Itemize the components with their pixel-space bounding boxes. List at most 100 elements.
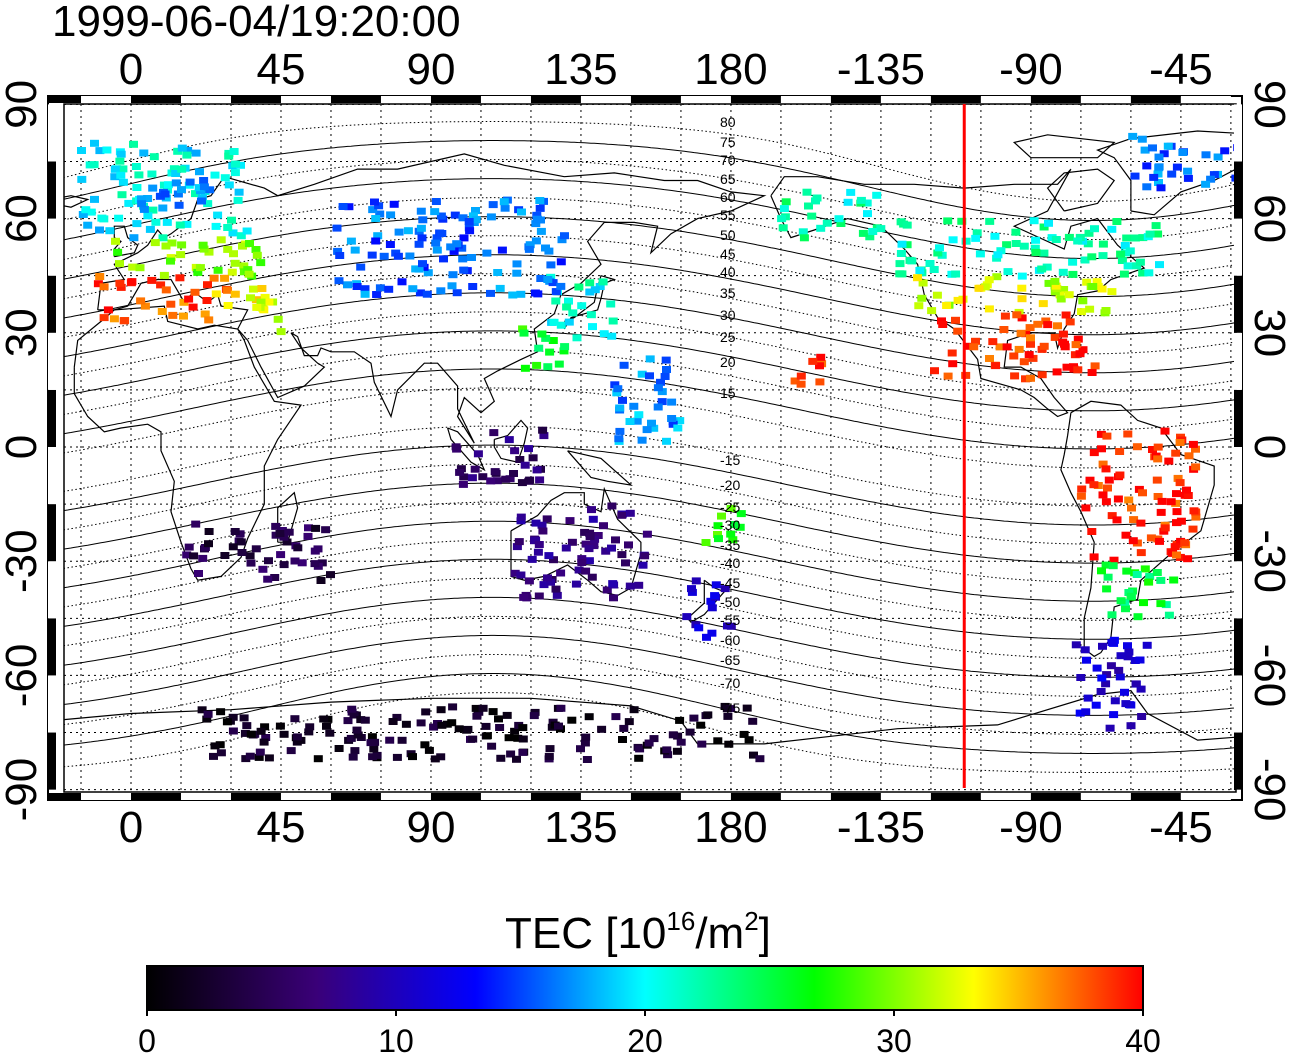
geomagnetic-label: 40: [720, 264, 736, 280]
coastline-new-guinea: [567, 450, 633, 487]
tec-dot: [386, 211, 396, 219]
lon-label-bottom: 90: [406, 803, 455, 852]
tec-dot: [132, 184, 142, 191]
frame-tick-top: [580, 96, 631, 103]
lon-label-bottom: -90: [999, 803, 1063, 852]
tec-dot: [177, 165, 187, 173]
coastline-japan: [563, 274, 617, 330]
tec-dot: [236, 538, 246, 546]
tec-dot: [999, 326, 1009, 333]
tec-dot: [171, 179, 181, 187]
tec-dot: [279, 730, 289, 738]
tec-dot: [95, 226, 104, 234]
tec-dot: [497, 246, 507, 254]
tec-dot: [615, 404, 625, 412]
tec-dot: [642, 530, 652, 538]
tec-dot: [240, 729, 250, 737]
tec-dot: [1087, 528, 1097, 535]
tec-dot: [1188, 440, 1198, 448]
tec-dot: [707, 604, 717, 612]
tec-dot: [1076, 674, 1086, 681]
tec-dot: [258, 565, 268, 573]
tec-dot: [635, 745, 645, 753]
tec-dot: [672, 747, 682, 755]
tec-dot: [1068, 258, 1078, 266]
tec-dot: [78, 211, 88, 218]
tec-dot: [118, 178, 128, 186]
tec-dot: [456, 465, 466, 473]
tec-dot: [649, 424, 659, 432]
frame-tick-top: [1180, 96, 1231, 103]
geomagnetic-label: 75: [720, 134, 736, 150]
tec-dot: [313, 755, 323, 763]
tec-dot: [227, 216, 236, 224]
tec-dot: [1246, 168, 1255, 175]
tec-dot: [980, 283, 990, 291]
tec-dot: [332, 224, 342, 232]
tec-dot: [1076, 492, 1086, 500]
frame-tick-right: [1234, 675, 1242, 733]
tec-dot: [397, 278, 407, 286]
frame-tick-top: [480, 96, 531, 103]
tec-dot: [1025, 324, 1035, 332]
tec-dot: [452, 289, 462, 297]
tec-dot: [419, 263, 429, 271]
tec-dot: [1081, 708, 1091, 716]
tec-dot: [863, 210, 872, 218]
tec-dot: [350, 246, 360, 254]
tec-dot: [333, 247, 343, 255]
tec-dot: [1090, 362, 1100, 370]
frame-tick-left: [48, 218, 56, 276]
tec-dot: [313, 545, 323, 553]
tec-dot: [1104, 476, 1114, 484]
tec-dot: [560, 232, 569, 240]
tec-dot: [582, 756, 592, 763]
frame-tick-top: [680, 96, 731, 103]
tec-dot: [697, 740, 707, 748]
tec-dot: [1183, 174, 1193, 182]
geomagnetic-contour: [64, 140, 1236, 221]
tec-dot: [822, 219, 832, 227]
tec-dot: [230, 259, 240, 267]
tec-dot: [612, 389, 622, 397]
tec-dot: [562, 303, 572, 311]
tec-dot: [607, 332, 617, 340]
tec-dot: [552, 591, 562, 599]
tec-dot: [1140, 565, 1150, 573]
tec-dot: [257, 285, 267, 292]
tec-dot: [321, 526, 331, 534]
frame-tick-top: [530, 96, 581, 103]
frame-tick-bottom: [680, 793, 731, 800]
tec-dot: [245, 240, 254, 247]
tec-dot: [1153, 443, 1163, 451]
geomagnetic-label: 60: [720, 189, 736, 205]
tec-dot: [1156, 600, 1166, 608]
tec-dot: [662, 366, 671, 373]
frame-tick-right: [1234, 447, 1242, 505]
tec-dot: [509, 470, 518, 477]
tec-dot: [105, 227, 115, 235]
tec-dot: [585, 279, 595, 287]
tec-dot: [1125, 247, 1135, 255]
tec-dot: [985, 217, 995, 225]
geomagnetic-label: -75: [720, 700, 740, 716]
tec-dot: [1087, 369, 1097, 376]
tec-dot: [537, 330, 547, 338]
tec-dot: [529, 712, 539, 720]
tec-dot: [610, 381, 620, 389]
tec-dot: [1051, 282, 1061, 290]
tec-dot: [194, 184, 204, 192]
tec-dot: [615, 427, 625, 435]
tec-dot: [1183, 492, 1193, 499]
tec-dot: [252, 303, 262, 311]
tec-dot: [375, 210, 385, 218]
tec-dot: [1012, 311, 1022, 319]
tec-dot: [373, 232, 383, 240]
geomagnetic-contour: [64, 349, 1236, 431]
tec-dot: [224, 181, 234, 189]
tec-dot: [222, 718, 232, 726]
tec-dot: [711, 581, 721, 589]
tec-dot: [943, 372, 953, 380]
tec-dot: [1127, 504, 1136, 512]
tec-dot: [1077, 308, 1086, 316]
